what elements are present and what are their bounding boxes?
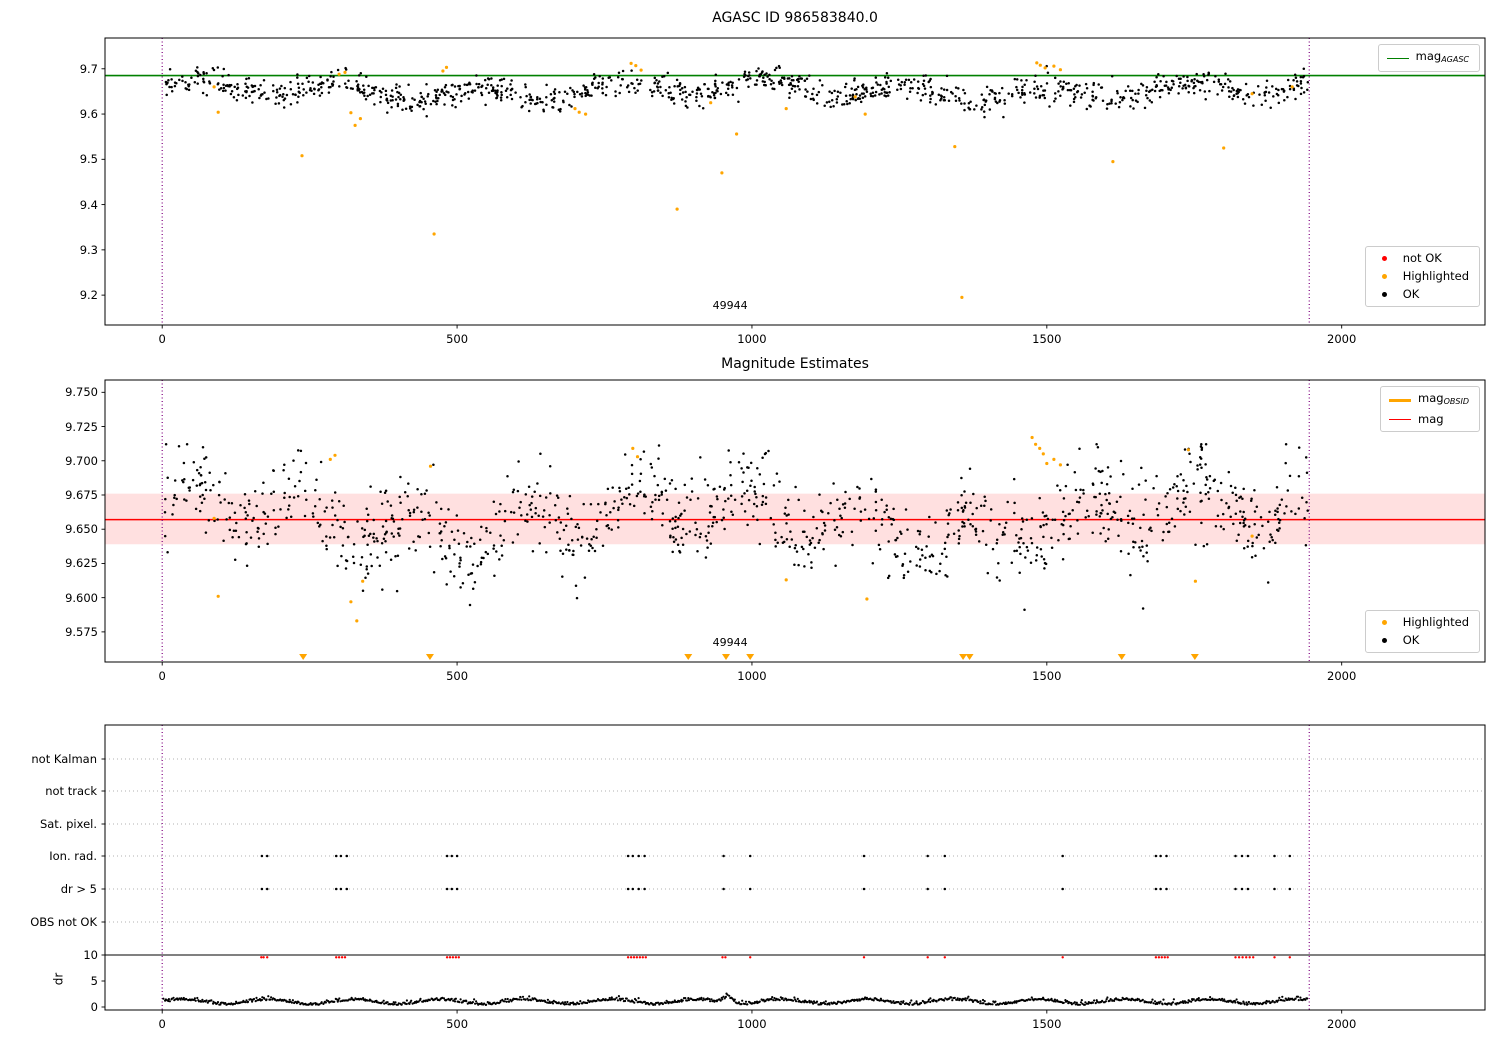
y-tick-label: 9.4 bbox=[79, 197, 98, 212]
highlighted-dot-marker bbox=[1381, 274, 1387, 279]
panel1-title: AGASC ID 986583840.0 bbox=[712, 10, 878, 26]
legend-label-mag: mag bbox=[1418, 412, 1444, 426]
x-tick-label: 2000 bbox=[1327, 669, 1357, 683]
not-ok-dot-marker bbox=[1381, 256, 1387, 261]
panel2-legend-lines: magOBSID mag bbox=[1380, 386, 1480, 432]
panel1-legend-mag-agasc: magAGASC bbox=[1377, 44, 1480, 72]
y-tick-label: 9.7 bbox=[79, 61, 98, 76]
legend-item-highlighted-2: Highlighted bbox=[1374, 615, 1469, 630]
panel2-title: Magnitude Estimates bbox=[721, 356, 869, 372]
x-tick-label: 1000 bbox=[737, 332, 767, 346]
legend-label-ok: OK bbox=[1402, 633, 1420, 647]
mag-line-marker bbox=[1389, 419, 1412, 420]
y-tick-label: 9.700 bbox=[65, 453, 98, 468]
x-tick-label: 1500 bbox=[1032, 669, 1062, 683]
legend-item-mag-agasc: magAGASC bbox=[1386, 49, 1469, 67]
y-tick-label: 9.675 bbox=[65, 487, 98, 502]
highlighted-dot-marker bbox=[1381, 620, 1387, 625]
x-tick-label: 500 bbox=[446, 1017, 469, 1031]
x-tick-label: 0 bbox=[158, 1017, 166, 1031]
x-tick-label: 0 bbox=[158, 669, 166, 683]
legend-item-ok-2: OK bbox=[1374, 633, 1469, 648]
y-tick-label: 9.600 bbox=[65, 590, 98, 605]
legend-label-mag-agasc: magAGASC bbox=[1415, 49, 1469, 64]
legend-label-highlighted: Highlighted bbox=[1402, 615, 1469, 629]
y-tick-label: 9.750 bbox=[65, 385, 98, 400]
flag-category-label: OBS not OK bbox=[30, 915, 97, 929]
panel1-obsid-annotation: 49944 bbox=[712, 299, 748, 312]
legend-label-mag-obsid: magOBSID bbox=[1418, 391, 1469, 406]
x-tick-label: 0 bbox=[158, 332, 166, 346]
y-tick-label: 9.3 bbox=[79, 242, 98, 257]
dr-tick-label: 10 bbox=[83, 948, 98, 962]
y-tick-label: 9.725 bbox=[65, 419, 98, 434]
ok-dot-marker bbox=[1381, 292, 1387, 297]
x-tick-label: 500 bbox=[446, 332, 469, 346]
legend-item-mag: mag bbox=[1389, 412, 1469, 427]
x-tick-label: 1000 bbox=[737, 1017, 767, 1031]
legend-item-highlighted: Highlighted bbox=[1374, 269, 1469, 284]
x-tick-label: 500 bbox=[446, 669, 469, 683]
y-tick-label: 9.2 bbox=[79, 288, 98, 303]
x-tick-label: 2000 bbox=[1327, 1017, 1357, 1031]
y-tick-label: 9.5 bbox=[79, 152, 98, 167]
legend-label-ok: OK bbox=[1402, 287, 1420, 301]
flag-category-label: Ion. rad. bbox=[49, 849, 97, 863]
panel2-legend-status: Highlighted OK bbox=[1364, 610, 1480, 653]
flag-category-label: not track bbox=[45, 784, 97, 798]
y-tick-label: 9.575 bbox=[65, 624, 98, 639]
x-tick-label: 2000 bbox=[1327, 332, 1357, 346]
legend-label-not-ok: not OK bbox=[1402, 251, 1442, 265]
legend-item-ok: OK bbox=[1374, 287, 1469, 302]
flag-category-label: Sat. pixel. bbox=[39, 817, 97, 831]
panel3-flags-plot-area bbox=[101, 724, 1486, 1014]
panel2-plot-area bbox=[101, 379, 1486, 666]
x-tick-label: 1500 bbox=[1032, 1017, 1062, 1031]
dr-tick-label: 0 bbox=[90, 1000, 98, 1014]
panel1-plot-area bbox=[101, 37, 1486, 329]
mag-agasc-line-marker bbox=[1386, 57, 1409, 59]
mag-obsid-line-marker bbox=[1389, 398, 1412, 402]
y-tick-label: 9.6 bbox=[79, 107, 98, 122]
panel1-legend-status: not OK Highlighted OK bbox=[1364, 246, 1480, 307]
flag-category-label: not Kalman bbox=[31, 752, 97, 766]
legend-item-not-ok: not OK bbox=[1374, 251, 1469, 266]
y-tick-label: 9.625 bbox=[65, 556, 98, 571]
dr-tick-label: 5 bbox=[90, 974, 98, 988]
x-tick-label: 1000 bbox=[737, 669, 767, 683]
flag-category-label: dr > 5 bbox=[60, 882, 97, 896]
legend-item-mag-obsid: magOBSID bbox=[1389, 391, 1469, 409]
y-tick-label: 9.650 bbox=[65, 522, 98, 537]
x-tick-label: 1500 bbox=[1032, 332, 1062, 346]
panel2-obsid-annotation: 49944 bbox=[712, 636, 748, 649]
ok-dot-marker bbox=[1381, 638, 1387, 643]
legend-label-highlighted: Highlighted bbox=[1402, 269, 1469, 283]
